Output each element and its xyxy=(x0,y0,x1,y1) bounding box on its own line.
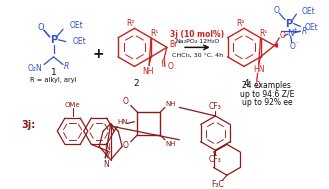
Text: O: O xyxy=(279,31,285,40)
Text: O: O xyxy=(168,62,174,71)
Text: 24 examples: 24 examples xyxy=(242,81,291,90)
Text: N: N xyxy=(103,160,109,169)
Text: 4: 4 xyxy=(243,79,249,88)
Text: R: R xyxy=(301,27,307,36)
Text: R = alkyl, aryl: R = alkyl, aryl xyxy=(30,77,77,83)
Text: O: O xyxy=(123,97,129,106)
Text: OMe: OMe xyxy=(65,101,80,108)
Text: +: + xyxy=(292,27,297,32)
Text: 2: 2 xyxy=(134,79,139,88)
Polygon shape xyxy=(274,43,277,47)
Text: OEt: OEt xyxy=(70,21,84,30)
Text: Na₃PO₄·12H₂O: Na₃PO₄·12H₂O xyxy=(175,39,219,44)
Text: O: O xyxy=(273,6,279,15)
Text: R: R xyxy=(64,62,69,71)
Text: NH: NH xyxy=(142,67,154,76)
Text: NH: NH xyxy=(165,141,176,147)
Text: 3j:: 3j: xyxy=(22,120,36,130)
Text: P: P xyxy=(50,35,57,45)
Text: O: O xyxy=(255,81,261,90)
Text: OEt: OEt xyxy=(301,7,315,16)
Text: CHCl₃, 30 °C, 4h: CHCl₃, 30 °C, 4h xyxy=(172,53,223,57)
Text: HN: HN xyxy=(118,119,128,125)
Text: 3j (10 mol%): 3j (10 mol%) xyxy=(170,29,224,39)
Text: O: O xyxy=(290,42,295,51)
Text: Br: Br xyxy=(170,40,178,49)
Text: ⁻: ⁻ xyxy=(296,42,299,47)
Text: NH: NH xyxy=(165,101,176,107)
Text: CF₃: CF₃ xyxy=(209,102,222,111)
Text: R²: R² xyxy=(126,19,135,28)
Text: N: N xyxy=(105,143,111,152)
Text: O: O xyxy=(123,141,129,150)
Text: R¹: R¹ xyxy=(151,29,159,38)
Text: N: N xyxy=(288,29,294,38)
Text: R¹: R¹ xyxy=(259,29,267,38)
Text: R²: R² xyxy=(236,19,244,28)
Text: up to 92% ee: up to 92% ee xyxy=(241,98,292,107)
Text: HN: HN xyxy=(253,65,265,74)
Text: 1: 1 xyxy=(51,68,56,77)
Text: +: + xyxy=(92,47,104,61)
Text: F₃C: F₃C xyxy=(211,180,224,189)
Text: O₂N: O₂N xyxy=(28,64,43,73)
Text: OEt: OEt xyxy=(305,23,319,32)
Text: CF₃: CF₃ xyxy=(209,155,222,164)
Text: P: P xyxy=(285,19,292,29)
Text: OEt: OEt xyxy=(73,37,86,46)
Text: up to 94:6 Z/E: up to 94:6 Z/E xyxy=(240,90,294,98)
Text: O: O xyxy=(38,23,44,32)
